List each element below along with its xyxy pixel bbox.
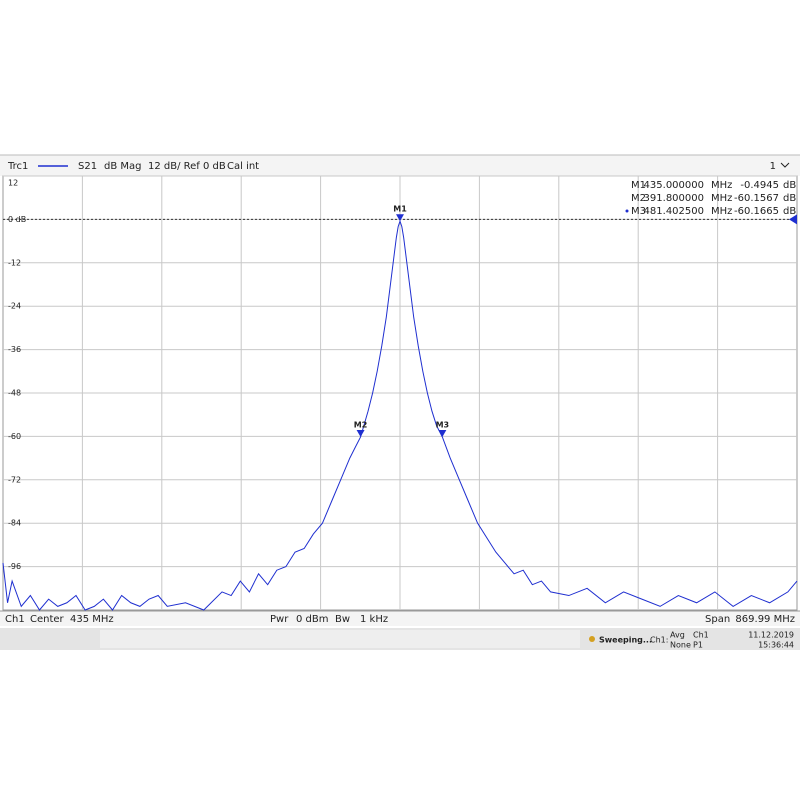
marker-unit: dB <box>783 193 796 204</box>
sweep-state: Sweeping... <box>599 636 652 645</box>
marker-x: 435.000000 <box>644 180 704 191</box>
status-field <box>100 630 580 648</box>
port: P1 <box>693 641 703 650</box>
status-icon <box>589 636 595 642</box>
marker-name: M1 <box>631 180 646 191</box>
y-tick-label: -12 <box>8 258 21 267</box>
date: 11.12.2019 <box>748 631 794 640</box>
marker-x-unit: MHz <box>711 193 732 204</box>
marker <box>438 430 447 438</box>
marker-value: -60.1665 <box>734 206 779 217</box>
trace-param: S21 <box>78 161 97 172</box>
status-channel: Ch1: <box>650 636 668 645</box>
marker-unit: dB <box>783 180 796 191</box>
y-tick-label: -48 <box>8 389 21 398</box>
marker-x: 481.402500 <box>644 206 704 217</box>
y-tick-label: -60 <box>8 432 21 441</box>
trace-format: dB Mag <box>104 161 142 172</box>
y-tick-label: 0 dB <box>8 215 26 224</box>
bw-label: Bw <box>335 614 350 625</box>
active-marker-dot <box>625 209 629 213</box>
marker <box>396 214 404 222</box>
marker-value: -0.4945 <box>740 180 779 191</box>
time: 15:36:44 <box>758 641 794 650</box>
center-label: Center <box>30 614 65 625</box>
footer-bar <box>0 611 800 626</box>
marker-x-unit: MHz <box>711 206 732 217</box>
reference-arrow <box>789 214 797 225</box>
channel: Ch1 <box>5 614 25 625</box>
avg-channel: Ch1 <box>693 631 709 640</box>
marker-x: 391.800000 <box>644 193 704 204</box>
pwr-value: 0 dBm <box>296 614 329 625</box>
marker-label: M2 <box>354 420 368 429</box>
y-tick-label: -72 <box>8 475 21 484</box>
y-tick-label: -84 <box>8 519 21 528</box>
marker-label: M1 <box>393 205 407 214</box>
marker-label: M3 <box>436 421 450 430</box>
window-number[interactable]: 1 <box>770 161 776 172</box>
span-label: Span <box>705 614 730 625</box>
marker-x-unit: MHz <box>711 180 732 191</box>
bw-value: 1 kHz <box>360 614 388 625</box>
trace-cal: Cal int <box>227 161 259 172</box>
trace-scale: 12 dB/ Ref 0 dB <box>148 161 226 172</box>
window-chevron[interactable] <box>780 162 790 168</box>
y-tick-label: 12 <box>8 179 18 188</box>
avg-label: Avg <box>670 631 685 640</box>
trace-name: Trc1 <box>7 161 28 172</box>
marker-name: M2 <box>631 193 646 204</box>
trace <box>2 219 798 611</box>
avg-none: None <box>670 641 691 650</box>
marker <box>356 429 365 437</box>
marker-name: M3 <box>631 206 646 217</box>
span-value: 869.99 MHz <box>735 614 795 625</box>
trace-bar <box>0 155 800 176</box>
center-value: 435 MHz <box>70 614 114 625</box>
marker-value: -60.1567 <box>734 193 779 204</box>
marker-unit: dB <box>783 206 796 217</box>
pwr-label: Pwr <box>270 614 289 625</box>
y-tick-label: -96 <box>8 562 21 571</box>
y-tick-label: -36 <box>8 345 21 354</box>
y-tick-label: -24 <box>8 302 21 311</box>
